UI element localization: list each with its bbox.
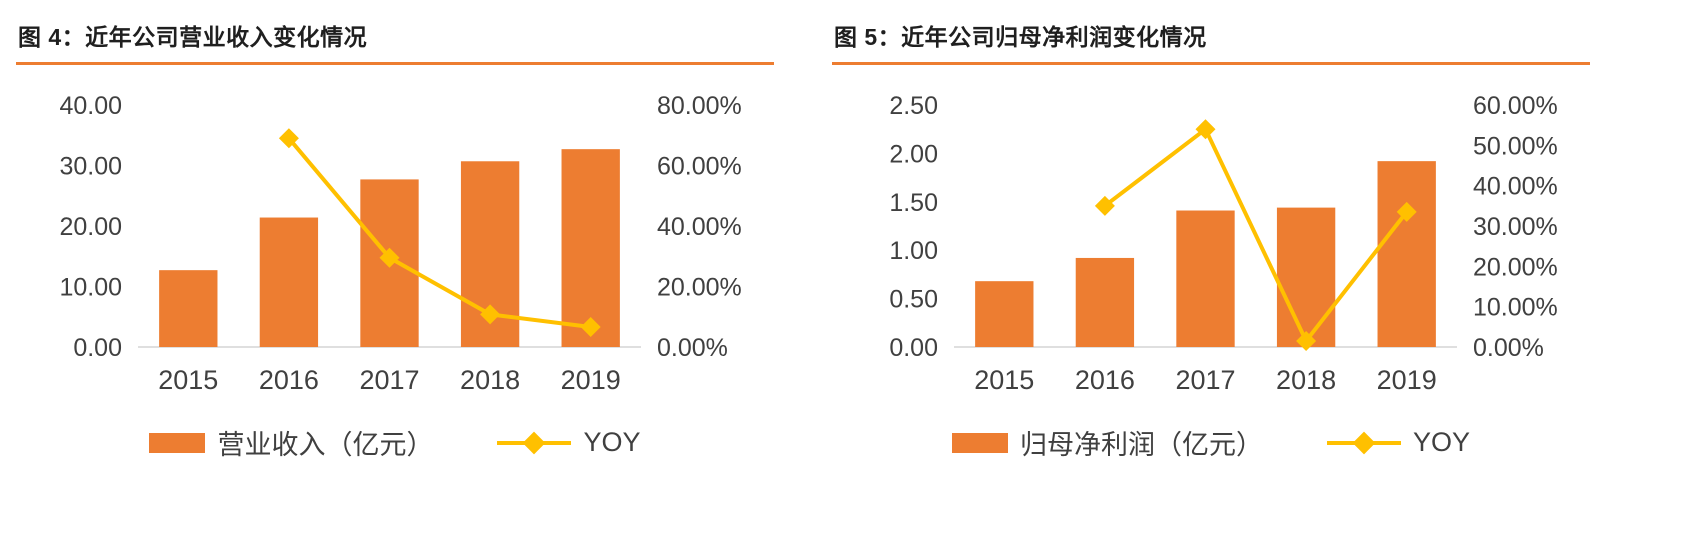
revenue-combo-chart: 0.00 10.00 20.00 30.00 40.00 0.00% 20.00% 40.00… [59,92,742,395]
revenue-chart-panel: 图 4：近年公司营业收入变化情况 0.00 10.00 20.00 30.00 40.0… [16,14,774,462]
report-charts-row: 图 4：近年公司营业收入变化情况 0.00 10.00 20.00 30.00 40.0… [16,14,1590,462]
figure-4-title: 图 4：近年公司营业收入变化情况 [18,24,368,50]
svg-text:0.50: 0.50 [889,286,938,314]
svg-text:10.00%: 10.00% [1473,294,1558,322]
svg-text:2019: 2019 [561,365,621,395]
svg-text:40.00: 40.00 [59,92,122,120]
net-profit-chart-panel: 图 5：近年公司归母净利润变化情况 0.00 0.50 1.00 1.50 2.00 2.… [832,14,1590,462]
svg-text:2015: 2015 [158,365,218,395]
svg-text:80.00%: 80.00% [657,92,742,120]
svg-text:0.00: 0.00 [73,334,122,362]
svg-text:2018: 2018 [1276,365,1336,395]
svg-text:20.00%: 20.00% [657,274,742,302]
svg-text:20.00%: 20.00% [1473,253,1558,281]
bar-series-swatch-icon [951,432,1008,453]
svg-text:60.00%: 60.00% [1473,92,1558,120]
svg-text:20.00: 20.00 [59,213,122,241]
svg-text:2016: 2016 [1075,365,1135,395]
svg-text:2.00: 2.00 [889,140,938,168]
svg-text:2015: 2015 [974,365,1034,395]
svg-text:0.00%: 0.00% [1473,334,1544,362]
svg-text:2017: 2017 [1175,365,1235,395]
svg-text:2.50: 2.50 [889,92,938,120]
legend-item-net-profit: 归母净利润（亿元） [951,423,1263,462]
svg-text:2018: 2018 [460,365,520,395]
legend-item-revenue: 营业收入（亿元） [149,423,433,462]
svg-text:40.00%: 40.00% [1473,173,1558,201]
net-profit-chart-plot-area: 0.00 0.50 1.00 1.50 2.00 2.50 0.00% 10.00% 20.00… [832,69,1590,407]
line-series-swatch-icon [497,431,572,454]
legend-label-yoy: YOY [583,427,641,457]
svg-text:2019: 2019 [1377,365,1437,395]
svg-text:40.00%: 40.00% [657,213,742,241]
figure-5-title: 图 5：近年公司归母净利润变化情况 [834,24,1207,50]
net-profit-combo-chart: 0.00 0.50 1.00 1.50 2.00 2.50 0.00% 10.00% 20.00… [889,92,1558,395]
svg-text:30.00%: 30.00% [1473,213,1558,241]
legend-label-yoy: YOY [1412,427,1471,457]
svg-text:50.00%: 50.00% [1473,132,1558,160]
svg-text:60.00%: 60.00% [657,153,742,181]
title-underline-rule [16,62,774,65]
svg-text:1.50: 1.50 [889,189,938,217]
svg-text:1.00: 1.00 [889,237,938,265]
line-series-swatch-icon [1326,431,1401,454]
legend-item-yoy: YOY [497,427,641,458]
svg-text:0.00: 0.00 [889,334,938,362]
svg-text:30.00: 30.00 [59,153,122,181]
legend-item-yoy: YOY [1326,427,1471,458]
revenue-chart-legend: 营业收入（亿元） YOY [16,423,774,462]
bar-series-swatch-icon [149,432,206,453]
legend-label-revenue: 营业收入（亿元） [217,430,434,460]
revenue-chart-plot-area: 0.00 10.00 20.00 30.00 40.00 0.00% 20.00% 40.00… [16,69,774,407]
svg-text:2016: 2016 [259,365,319,395]
svg-text:0.00%: 0.00% [657,334,728,362]
svg-text:2017: 2017 [359,365,419,395]
net-profit-chart-legend: 归母净利润（亿元） YOY [832,423,1590,462]
legend-label-net-profit: 归母净利润（亿元） [1019,430,1263,460]
svg-text:10.00: 10.00 [59,274,122,302]
title-underline-rule [832,62,1590,65]
